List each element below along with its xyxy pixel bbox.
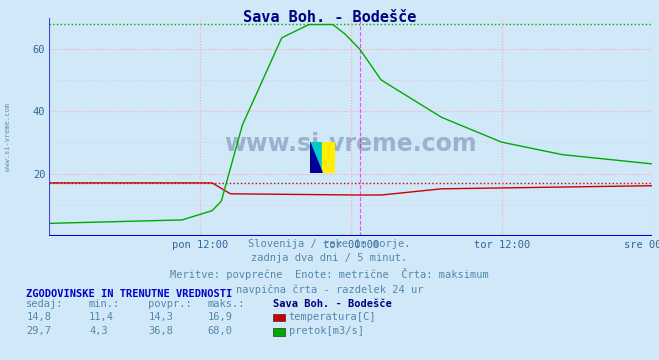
Text: ZGODOVINSKE IN TRENUTNE VREDNOSTI: ZGODOVINSKE IN TRENUTNE VREDNOSTI — [26, 289, 233, 299]
Text: 11,4: 11,4 — [89, 312, 114, 322]
Text: maks.:: maks.: — [208, 299, 245, 309]
Polygon shape — [310, 142, 322, 173]
Polygon shape — [310, 142, 322, 173]
Text: 68,0: 68,0 — [208, 326, 233, 336]
Text: 14,8: 14,8 — [26, 312, 51, 322]
Text: pretok[m3/s]: pretok[m3/s] — [289, 326, 364, 336]
Text: Sava Boh. - Bodešče: Sava Boh. - Bodešče — [273, 299, 392, 309]
Text: www.si-vreme.com: www.si-vreme.com — [225, 132, 477, 156]
Text: Slovenija / reke in morje.
zadnja dva dni / 5 minut.
Meritve: povprečne  Enote: : Slovenija / reke in morje. zadnja dva dn… — [170, 239, 489, 295]
Text: www.si-vreme.com: www.si-vreme.com — [5, 103, 11, 171]
Polygon shape — [322, 142, 335, 173]
Text: Sava Boh. - Bodešče: Sava Boh. - Bodešče — [243, 10, 416, 25]
Text: 16,9: 16,9 — [208, 312, 233, 322]
Text: temperatura[C]: temperatura[C] — [289, 312, 376, 322]
Text: povpr.:: povpr.: — [148, 299, 192, 309]
Text: 14,3: 14,3 — [148, 312, 173, 322]
Text: 29,7: 29,7 — [26, 326, 51, 336]
Text: min.:: min.: — [89, 299, 120, 309]
Text: 36,8: 36,8 — [148, 326, 173, 336]
Text: 4,3: 4,3 — [89, 326, 107, 336]
Text: sedaj:: sedaj: — [26, 299, 64, 309]
